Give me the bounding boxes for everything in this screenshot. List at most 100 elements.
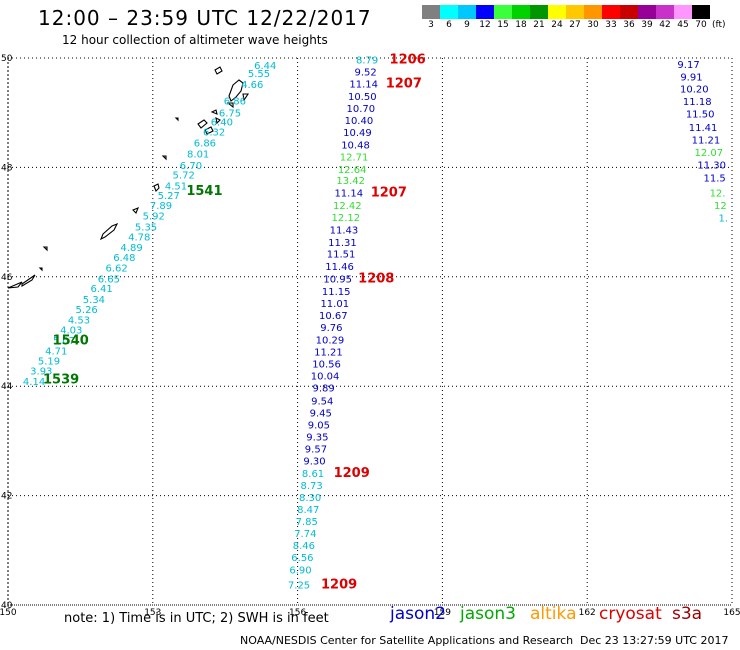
wave-height-value: 9.54 [311,396,333,407]
wave-height-value: 11.41 [689,123,718,134]
wave-height-value: 6.62 [105,263,127,274]
axis-labels: 150 153 156 159 162 165 40 42 44 46 48 50 [0,54,740,618]
color-scale-label: 3 [428,20,434,30]
color-swatch [494,5,512,19]
legend: note: 1) Time is in UTC; 2) SWH is in fe… [0,604,740,630]
wave-height-value: 6.86 [224,96,246,107]
wave-height-value: 11.14 [349,80,378,91]
color-scale-unit: (ft) [712,20,726,30]
wave-height-value: 9.76 [320,323,342,334]
color-scale-label: 6 [446,20,452,30]
legend-s3a: s3a [672,604,703,624]
color-scale-label: 36 [623,20,635,30]
wave-height-value: 10.95 [323,274,352,285]
lat-tick-label: 48 [1,163,13,173]
color-swatch [458,5,476,19]
color-swatch [620,5,638,19]
pass-number-label: 1206 [390,52,426,67]
wave-height-value: 11.15 [322,287,351,298]
color-scale-label: 27 [569,20,581,30]
wave-height-value: 6.48 [113,253,135,264]
wave-height-value: 9.17 [677,60,699,71]
wave-height-value: 8.79 [356,55,378,66]
page-subtitle: 12 hour collection of altimeter wave hei… [62,33,328,47]
legend-jason2: jason2 [390,604,446,624]
wave-height-value: 5.72 [173,170,195,181]
color-swatch [602,5,620,19]
color-scale-label: 70 [695,20,707,30]
footer-timestamp: Dec 23 13:27:59 UTC 2017 [580,634,729,647]
wave-height-value: 6.32 [203,128,225,139]
pass-number-label: 1207 [371,185,407,200]
color-swatch [548,5,566,19]
lon-tick-label: 150 [0,608,17,618]
pass-number-label: 1541 [186,184,222,199]
wave-height-value: 5.07 [53,336,75,347]
wave-height-value: 4.51 [165,181,187,192]
color-swatch [656,5,674,19]
footer-credit: NOAA/NESDIS Center for Satellite Applica… [240,634,574,647]
wave-height-value: 11.30 [697,160,726,171]
color-scale-label: 42 [659,20,671,30]
color-scale-bar [422,5,710,19]
color-swatch [566,5,584,19]
legend-cryosat: cryosat [599,604,662,624]
wave-height-value: 1. [719,214,729,225]
wave-height-value: 11.21 [692,135,721,146]
legend-jason3: jason3 [460,604,516,624]
wave-height-value: 6.40 [211,117,233,128]
wave-height-value: 11.21 [314,348,343,359]
color-swatch [476,5,494,19]
wave-height-value: 12.12 [332,213,361,224]
wave-height-value: 9.91 [680,72,702,83]
wave-height-value: 10.48 [341,140,370,151]
footer: NOAA/NESDIS Center for Satellite Applica… [240,634,728,647]
lat-tick-label: 42 [1,492,12,502]
wave-height-value: 11.43 [330,226,359,237]
color-swatch [530,5,548,19]
wave-height-value: 3.93 [30,367,52,378]
wave-height-value: 8.30 [299,493,321,504]
wave-height-value: 12.64 [338,165,367,176]
altimeter-tracks: 6.445.554.666.866.756.406.326.868.016.70… [23,55,728,591]
color-swatch [674,5,692,19]
wave-height-value: 5.92 [143,211,165,222]
wave-height-value: 5.26 [76,305,98,316]
wave-height-value: 6.70 [180,161,202,172]
coastline-kuril-islands [7,66,250,289]
wave-height-value: 6.90 [289,565,311,576]
color-scale-label: 18 [515,20,527,30]
color-scale-label: 12 [479,20,491,30]
wave-height-value: 8.73 [300,481,322,492]
wave-height-value: 12.71 [340,152,369,163]
wave-height-value: 12.07 [695,148,724,159]
wave-height-value: 4.03 [60,326,82,337]
wave-height-value: 5.35 [135,222,157,233]
wave-height-value: 10.04 [311,372,340,383]
wave-height-value: 7.85 [296,517,318,528]
wave-height-value: 6.56 [291,553,313,564]
wave-height-value: 11.31 [328,238,357,249]
pass-number-label: 1207 [386,77,422,92]
wave-height-value: 10.20 [680,84,709,95]
color-scale-label: 24 [551,20,563,30]
wave-height-value: 4.66 [241,80,263,91]
color-swatch [584,5,602,19]
lon-tick-label: 165 [723,608,740,618]
color-scale-label: 15 [497,20,509,30]
lon-tick-label: 153 [144,608,161,618]
color-swatch [512,5,530,19]
wave-height-value: 8.61 [302,469,324,480]
color-scale-labels: 3 6 9 12 15 18 21 24 27 30 33 36 39 42 45 70 (ft) [422,20,738,30]
wave-height-value: 8.46 [293,541,315,552]
pass-number-label: 1540 [53,334,89,349]
wave-height-value: 9.45 [310,408,332,419]
wave-height-value: 4.14 [23,377,45,388]
color-scale-label: 39 [641,20,653,30]
wave-height-value: 4.78 [128,233,150,244]
color-swatch [638,5,656,19]
wave-height-value: 4.71 [45,346,67,357]
wave-height-value: 10.50 [348,92,377,103]
color-scale-label: 30 [587,20,599,30]
wave-height-value: 6.86 [194,139,216,150]
